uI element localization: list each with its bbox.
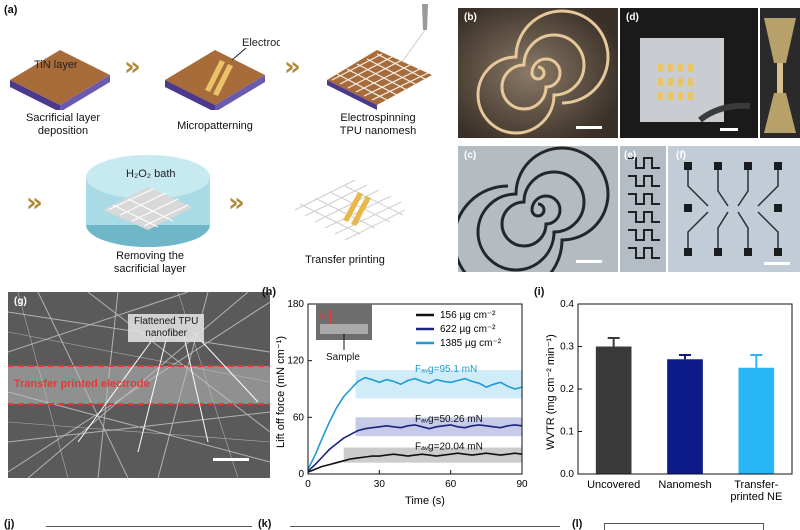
y-tick-label: 0.2 [560, 384, 574, 395]
category-label-1: Nanomesh [658, 479, 711, 491]
panel-label-f: (f) [676, 150, 686, 161]
panel-label-c: (c) [464, 150, 477, 161]
x-tick-label: 30 [374, 479, 386, 490]
y-tick-label: 0 [298, 469, 304, 480]
photo-c-spiral-microscope: (c) [458, 146, 618, 272]
caption-sacrificial-layer-deposition: Sacrificial layer deposition [26, 112, 100, 137]
inset-force-label: F↑ [320, 312, 330, 322]
caption-transfer-printing: Transfer printing [305, 254, 385, 266]
x-tick-label: 60 [445, 479, 457, 490]
y-tick-label: 120 [287, 356, 304, 367]
panel-label-g: (g) [14, 296, 27, 307]
category-label-0: Uncovered [587, 479, 640, 491]
transfer-printed-electrode-label: Transfer printed electrode [14, 378, 150, 390]
series-line-1 [307, 424, 523, 472]
caption-electrospinning: Electrospinning TPU nanomesh [339, 112, 417, 137]
photo-g-sem-nanofiber: (g) Flattened TPU nanofiber Transfer pri… [8, 292, 270, 478]
sem-fiber-texture [8, 292, 270, 478]
panel-label-h: (h) [262, 286, 277, 298]
h2o2-bath-illustration: H₂O₂ bath [86, 155, 210, 247]
panel-label-b: (b) [464, 12, 477, 23]
y-tick-label: 0.1 [560, 427, 574, 438]
caption-micropatterning: Micropatterning [177, 120, 253, 132]
y-tick-label: 180 [287, 299, 304, 310]
micropatterning-illustration: Electrode [165, 37, 280, 110]
avg-annotation-2: Fₐᵥg=95.1 mN [415, 364, 477, 375]
series-line-0 [307, 452, 523, 473]
panel-label-d: (d) [626, 12, 639, 23]
chevron-arrow-icon: » [284, 52, 301, 82]
category-label-2: Transfer- [734, 479, 779, 491]
electrospinning-illustration [327, 4, 432, 110]
panel-label-l: (l) [572, 518, 583, 530]
avg-annotation-0: Fₐᵥg=20.04 mN [415, 441, 483, 452]
panel-k-top-edge [290, 526, 560, 527]
chart-h-frame [307, 303, 523, 475]
legend-label-1: 622 µg cm⁻² [440, 324, 496, 335]
chart-h-ylabel: Lift off force (mN cm⁻¹) [275, 336, 287, 448]
bar-1 [667, 359, 703, 474]
legend-label-0: 156 µg cm⁻² [440, 310, 496, 321]
tin-layer-label: TiN layer [34, 59, 78, 71]
chart-i-frame [577, 303, 793, 475]
panel-label-j: (j) [4, 518, 15, 530]
x-tick-label: 0 [305, 479, 311, 490]
avg-annotation-1: Fₐᵥg=50.26 mN [415, 414, 483, 425]
electrode-label: Electrode [242, 37, 280, 49]
series-line-2 [307, 376, 523, 470]
y-tick-label: 60 [293, 412, 305, 423]
chevron-arrow-icon: » [124, 52, 141, 82]
flattened-tpu-callout: Flattened TPU nanofiber [128, 314, 205, 342]
photo-e-serpentine: (e) [620, 146, 666, 272]
bar-2 [738, 367, 775, 474]
legend-label-2: 1385 µg cm⁻² [440, 338, 502, 349]
panel-label-a: (a) [4, 4, 18, 16]
y-tick-label: 0.0 [560, 469, 574, 480]
photo-b-spiral-electrode: (b) [458, 8, 618, 138]
y-tick-label: 0.4 [560, 299, 574, 310]
chart-h-xlabel: Time (s) [405, 495, 445, 507]
chevron-arrow-icon: » [26, 188, 43, 218]
chart-i-wvtr: Uncovered Nanomesh Transfer-printed NE 0.0… [545, 299, 793, 503]
inset-sample-label: Sample [326, 352, 360, 363]
chevron-arrow-icon: » [228, 188, 245, 218]
caption-removing-sacrificial-layer: Removing the sacrificial layer [113, 250, 187, 275]
bar-0 [595, 346, 632, 474]
panel-l-top-edge [604, 523, 764, 530]
photo-d-electrode-array: (d) [620, 8, 758, 138]
y-tick-label: 0.3 [560, 342, 574, 353]
x-tick-label: 90 [516, 479, 528, 490]
chart-i-ylabel: WVTR (mg cm⁻² min⁻¹) [545, 334, 557, 449]
chart-h-lift-off-force: 0 30 60 90 0 60 120 180 F↑ Sample 156 µg cm⁻² 62… [275, 299, 528, 507]
h2o2-bath-label: H₂O₂ bath [126, 168, 176, 180]
category-label-2: printed NE [730, 491, 782, 503]
panel-label-k: (k) [258, 518, 272, 530]
transfer-printing-illustration [294, 179, 406, 241]
tin-layer-illustration: TiN layer [10, 50, 110, 110]
panel-label-i: (i) [534, 286, 545, 298]
inset-peel-test: F↑ Sample [316, 304, 372, 363]
photo-d-inset-zoom [760, 8, 800, 138]
panel-j-top-edge [46, 526, 252, 527]
panel-label-e: (e) [624, 150, 637, 161]
photo-f-electrode-grid: (f) [668, 146, 800, 272]
